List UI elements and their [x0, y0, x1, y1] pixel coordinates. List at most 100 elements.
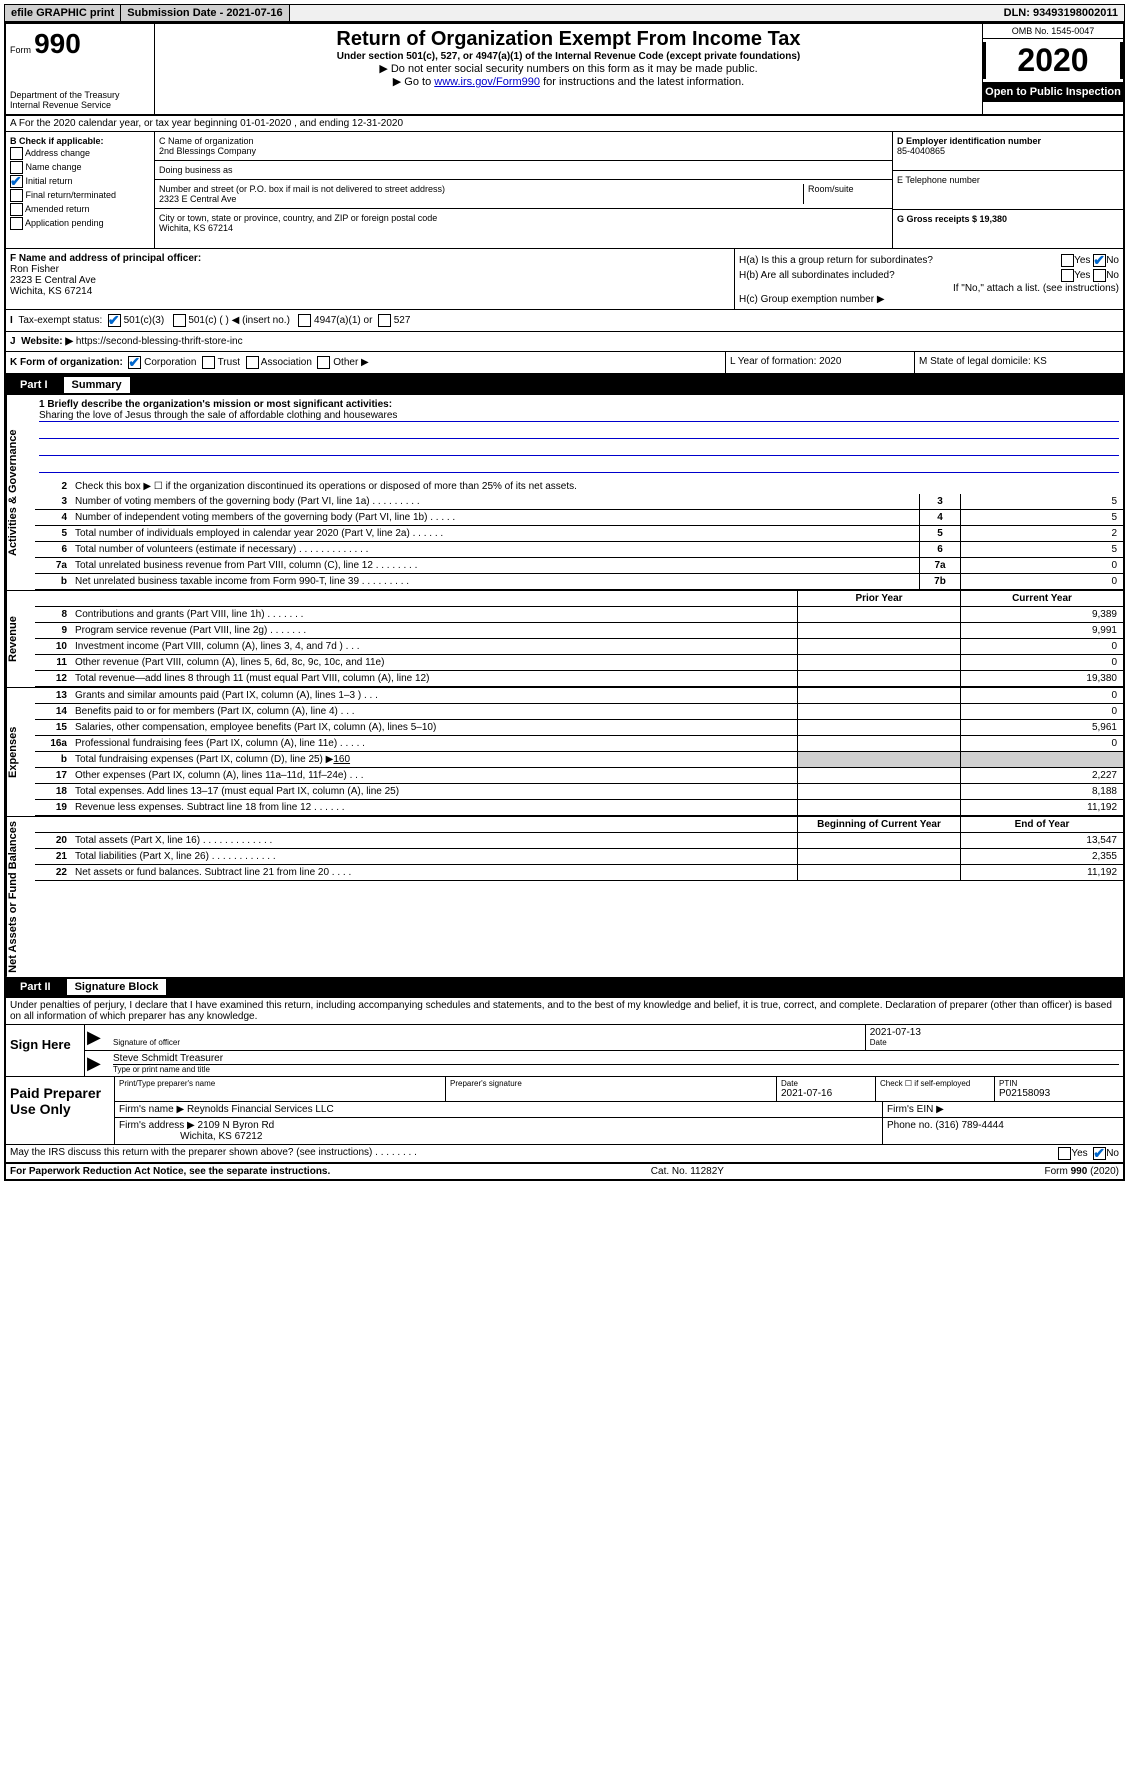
mission-text: Sharing the love of Jesus through the sa… [39, 410, 1119, 422]
hdr-begin: Beginning of Current Year [797, 817, 960, 832]
cb-527[interactable] [378, 314, 391, 327]
irs-link[interactable]: www.irs.gov/Form990 [434, 76, 540, 88]
prep-name-label: Print/Type preparer's name [119, 1079, 441, 1088]
officer-addr2: Wichita, KS 67214 [10, 286, 92, 297]
cb-amended[interactable] [10, 203, 23, 216]
l5-val: 2 [960, 526, 1123, 541]
discuss-no: No [1106, 1148, 1119, 1159]
l22-desc: Net assets or fund balances. Subtract li… [71, 865, 797, 880]
sign-here-label: Sign Here [6, 1025, 85, 1076]
l7b-val: 0 [960, 574, 1123, 589]
dln-label: DLN: 93493198002011 [998, 5, 1124, 21]
line-1: 1 Briefly describe the organization's mi… [35, 395, 1123, 479]
cb-discuss-no[interactable] [1093, 1147, 1106, 1160]
k-label: K Form of organization: [10, 357, 123, 368]
sig-officer-label: Signature of officer [113, 1038, 861, 1047]
section-f: F Name and address of principal officer:… [6, 249, 735, 309]
l14-val: 0 [960, 704, 1123, 719]
hb-note: If "No," attach a list. (see instruction… [739, 283, 1119, 294]
org-name: 2nd Blessings Company [159, 146, 888, 156]
cb-corp[interactable] [128, 356, 141, 369]
perjury-statement: Under penalties of perjury, I declare th… [6, 997, 1123, 1024]
cb-4947[interactable] [298, 314, 311, 327]
sig-date-label: Date [870, 1038, 1119, 1047]
l17-val: 2,227 [960, 768, 1123, 783]
cb-hb-no[interactable] [1093, 269, 1106, 282]
self-emp-label: Check ☐ if self-employed [880, 1079, 990, 1088]
omb-number: OMB No. 1545-0047 [983, 24, 1123, 39]
discuss-line: May the IRS discuss this return with the… [6, 1144, 1123, 1162]
part1-title: Summary [64, 377, 130, 393]
l18-val: 8,188 [960, 784, 1123, 799]
l2-desc: Check this box ▶ ☐ if the organization d… [71, 479, 1123, 494]
cb-app-pending[interactable] [10, 217, 23, 230]
form-header: Form 990 Department of the Treasury Inte… [6, 24, 1123, 116]
cb-address-change[interactable] [10, 147, 23, 160]
l20-desc: Total assets (Part X, line 16) . . . . .… [71, 833, 797, 848]
top-toolbar: efile GRAPHIC print Submission Date - 20… [4, 4, 1125, 22]
efile-print-button[interactable]: efile GRAPHIC print [5, 5, 121, 21]
note-post: for instructions and the latest informat… [540, 76, 744, 88]
footer: For Paperwork Reduction Act Notice, see … [6, 1162, 1123, 1179]
section-i: I Tax-exempt status: 501(c)(3) 501(c) ( … [6, 310, 1123, 332]
lbl-527: 527 [394, 315, 411, 326]
dept-line-2: Internal Revenue Service [10, 100, 150, 110]
paid-preparer-block: Paid Preparer Use Only Print/Type prepar… [6, 1076, 1123, 1144]
cb-trust[interactable] [202, 356, 215, 369]
cb-assoc[interactable] [246, 356, 259, 369]
l9-desc: Program service revenue (Part VIII, line… [71, 623, 797, 638]
city-label: City or town, state or province, country… [159, 213, 888, 223]
l1-label: 1 Briefly describe the organization's mi… [39, 399, 392, 410]
cb-501c[interactable] [173, 314, 186, 327]
officer-addr1: 2323 E Central Ave [10, 275, 96, 286]
l21-desc: Total liabilities (Part X, line 26) . . … [71, 849, 797, 864]
l5-desc: Total number of individuals employed in … [71, 526, 919, 541]
tab-governance: Activities & Governance [6, 395, 35, 590]
l4-desc: Number of independent voting members of … [71, 510, 919, 525]
note-ssn: ▶ Do not enter social security numbers o… [159, 62, 978, 75]
title-box: Return of Organization Exempt From Incom… [155, 24, 983, 114]
c-name-label: C Name of organization [159, 136, 888, 146]
l21-val: 2,355 [960, 849, 1123, 864]
submission-date-button[interactable]: Submission Date - 2021-07-16 [121, 5, 289, 21]
part1-header: Part I Summary [6, 375, 1123, 395]
hb-no: No [1106, 270, 1119, 281]
firm-addr2: Wichita, KS 67212 [180, 1131, 262, 1142]
l9-val: 9,991 [960, 623, 1123, 638]
sig-name-label: Type or print name and title [113, 1065, 1119, 1074]
cb-other[interactable] [317, 356, 330, 369]
j-label: Website: ▶ [21, 336, 73, 347]
prep-date-label: Date [781, 1079, 871, 1088]
m-state: M State of legal domicile: KS [915, 352, 1123, 373]
cb-501c3[interactable] [108, 314, 121, 327]
cb-discuss-yes[interactable] [1058, 1147, 1071, 1160]
tab-expenses: Expenses [6, 688, 35, 816]
cb-initial-return[interactable] [10, 175, 23, 188]
form-id-box: Form 990 Department of the Treasury Inte… [6, 24, 155, 114]
l-year: L Year of formation: 2020 [726, 352, 915, 373]
i-label: Tax-exempt status: [18, 315, 102, 326]
room-label: Room/suite [803, 184, 888, 204]
d-label: D Employer identification number [897, 136, 1041, 146]
ha-label: H(a) Is this a group return for subordin… [739, 255, 933, 266]
l8-val: 9,389 [960, 607, 1123, 622]
cb-hb-yes[interactable] [1061, 269, 1074, 282]
cb-final-return[interactable] [10, 189, 23, 202]
ha-yes: Yes [1074, 255, 1090, 266]
officer-name: Ron Fisher [10, 264, 59, 275]
lbl-initial-return: Initial return [26, 176, 73, 186]
l8-desc: Contributions and grants (Part VIII, lin… [71, 607, 797, 622]
section-b: B Check if applicable: Address change Na… [6, 132, 155, 248]
e-label: E Telephone number [897, 175, 1119, 185]
l11-desc: Other revenue (Part VIII, column (A), li… [71, 655, 797, 670]
cb-ha-no[interactable] [1093, 254, 1106, 267]
firm-addr1: 2109 N Byron Rd [198, 1120, 275, 1131]
lbl-amended: Amended return [25, 204, 90, 214]
l7a-desc: Total unrelated business revenue from Pa… [71, 558, 919, 573]
lbl-name-change: Name change [26, 162, 82, 172]
hdr-end: End of Year [960, 817, 1123, 832]
lbl-final-return: Final return/terminated [26, 190, 117, 200]
website-value: https://second-blessing-thrift-store-inc [76, 336, 243, 347]
cb-ha-yes[interactable] [1061, 254, 1074, 267]
l16b-val: 160 [333, 754, 350, 765]
